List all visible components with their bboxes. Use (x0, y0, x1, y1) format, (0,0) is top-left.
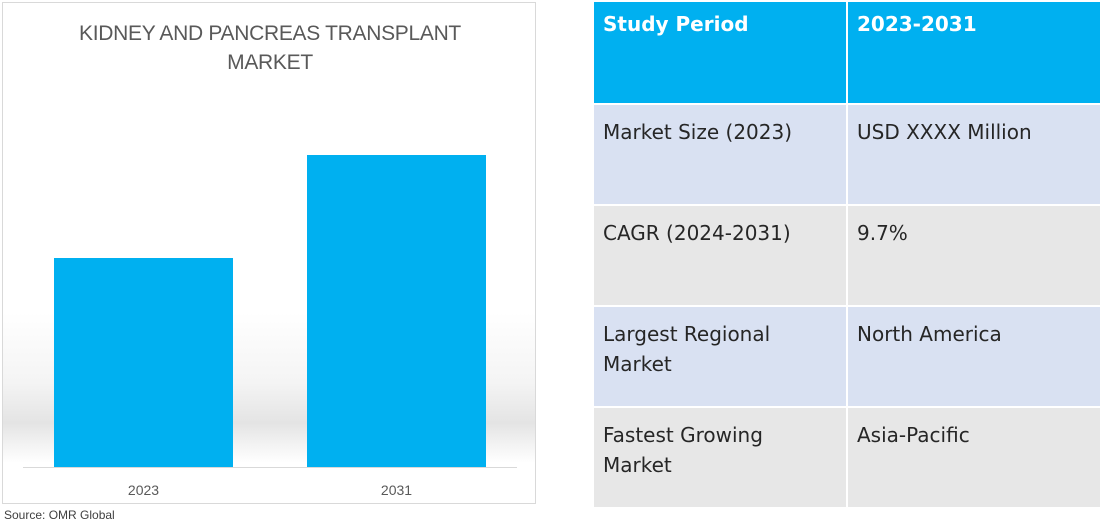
row-label: CAGR (2024-2031) (592, 204, 848, 307)
market-summary-table: Study Period 2023-2031 Market Size (2023… (592, 0, 1102, 509)
header-study-period: Study Period (592, 0, 848, 105)
table-row: Fastest Growing Market Asia-Pacific (592, 406, 1102, 509)
row-label: Largest Regional Market (592, 305, 848, 408)
bar-chart: 2023 2031 (23, 155, 517, 498)
x-tick-label: 2031 (381, 482, 412, 498)
table-row: Market Size (2023) USD XXXX Million (592, 103, 1102, 206)
chart-title-line-2: MARKET (227, 51, 313, 74)
source-note: Source: OMR Global (4, 508, 115, 522)
bar-2023 (54, 258, 233, 467)
table-row: Largest Regional Market North America (592, 305, 1102, 408)
header-period-value: 2023-2031 (846, 0, 1102, 105)
chart-panel: KIDNEY AND PANCREAS TRANSPLANT MARKET 20… (2, 2, 536, 504)
row-label: Fastest Growing Market (592, 406, 848, 509)
table-header-row: Study Period 2023-2031 (592, 0, 1102, 105)
x-tick-label: 2023 (128, 482, 159, 498)
row-value: Asia-Pacific (846, 406, 1102, 509)
row-value: 9.7% (846, 204, 1102, 307)
row-label: Market Size (2023) (592, 103, 848, 206)
chart-title: KIDNEY AND PANCREAS TRANSPLANT MARKET (3, 19, 535, 77)
table-row: CAGR (2024-2031) 9.7% (592, 204, 1102, 307)
row-value: North America (846, 305, 1102, 408)
row-value: USD XXXX Million (846, 103, 1102, 206)
bar-2031 (307, 155, 486, 467)
chart-title-line-1: KIDNEY AND PANCREAS TRANSPLANT (79, 22, 461, 45)
